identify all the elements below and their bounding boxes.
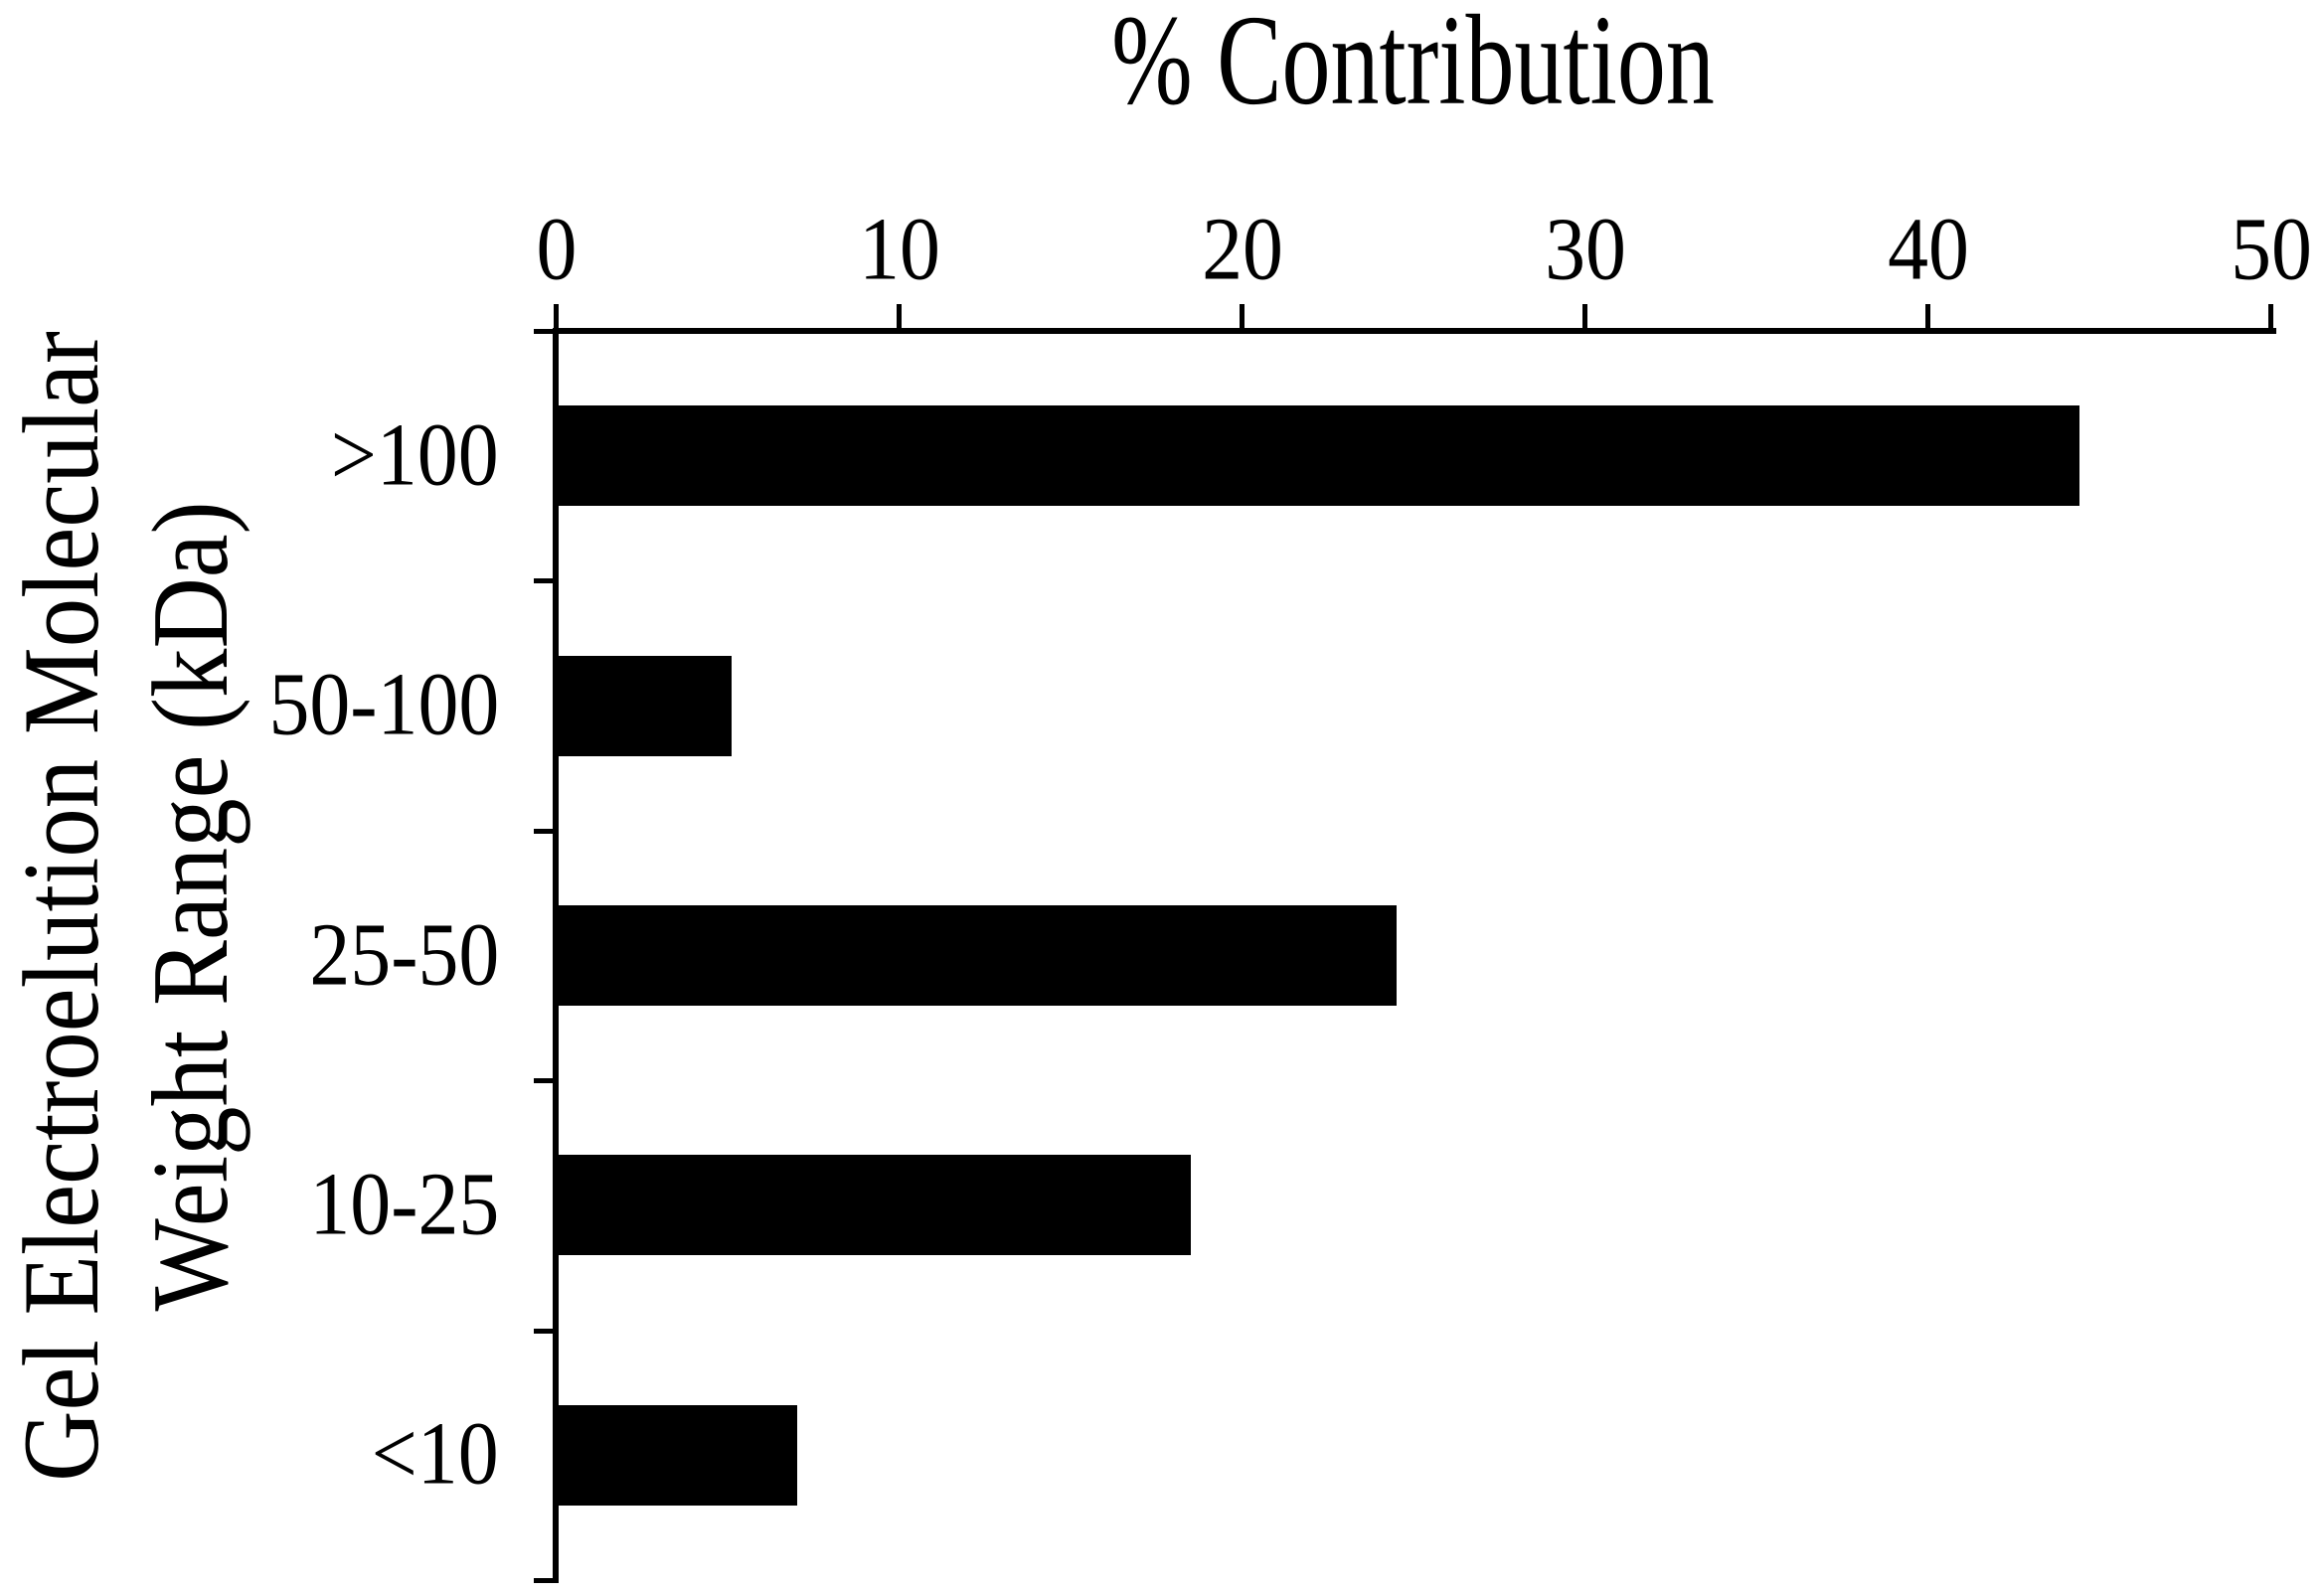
x-tick-label-text: 30 bbox=[1545, 201, 1626, 300]
x-tick-mark bbox=[1582, 304, 1587, 330]
x-tick-mark bbox=[554, 304, 559, 330]
y-boundary-tick bbox=[534, 1078, 554, 1083]
bar bbox=[559, 405, 2079, 506]
y-boundary-tick bbox=[534, 829, 554, 834]
x-tick-mark bbox=[897, 304, 902, 330]
y-boundary-tick bbox=[534, 578, 554, 583]
x-tick-label-text: 10 bbox=[859, 201, 940, 300]
x-tick-label: 10 bbox=[859, 159, 940, 295]
bar bbox=[559, 1155, 1191, 1255]
x-tick-label: 40 bbox=[1888, 159, 1969, 295]
x-tick-label: 50 bbox=[2231, 159, 2312, 295]
category-label-text: 25-50 bbox=[309, 906, 499, 1005]
x-tick-label: 0 bbox=[537, 159, 578, 295]
x-tick-label-text: 20 bbox=[1202, 201, 1283, 300]
x-axis-line bbox=[553, 328, 2276, 334]
x-tick-label: 30 bbox=[1545, 159, 1626, 295]
category-label: 10-25 bbox=[52, 1131, 499, 1280]
y-axis-line bbox=[553, 328, 559, 1583]
category-label: <10 bbox=[52, 1380, 499, 1529]
x-tick-mark bbox=[2268, 304, 2273, 330]
x-tick-mark bbox=[1925, 304, 1930, 330]
x-tick-mark bbox=[1240, 304, 1245, 330]
bar bbox=[559, 1405, 797, 1506]
category-label-text: <10 bbox=[371, 1405, 499, 1504]
bar bbox=[559, 905, 1397, 1006]
x-tick-label-text: 50 bbox=[2231, 201, 2312, 300]
category-label: 50-100 bbox=[52, 631, 499, 780]
y-boundary-tick bbox=[534, 1329, 554, 1334]
chart-title-box: % Contribution bbox=[556, 0, 2270, 165]
category-label: 25-50 bbox=[52, 881, 499, 1031]
category-label-text: 50-100 bbox=[268, 656, 499, 754]
category-label-text: 10-25 bbox=[309, 1156, 499, 1254]
chart-title: % Contribution bbox=[1111, 0, 1715, 132]
category-label: >100 bbox=[52, 382, 499, 531]
category-label-text: >100 bbox=[331, 406, 499, 505]
bar bbox=[559, 656, 732, 756]
x-tick-label-text: 0 bbox=[536, 201, 578, 300]
x-tick-label: 20 bbox=[1202, 159, 1283, 295]
y-boundary-tick bbox=[534, 329, 554, 334]
x-tick-label-text: 40 bbox=[1888, 201, 1969, 300]
y-boundary-tick bbox=[534, 1578, 554, 1583]
